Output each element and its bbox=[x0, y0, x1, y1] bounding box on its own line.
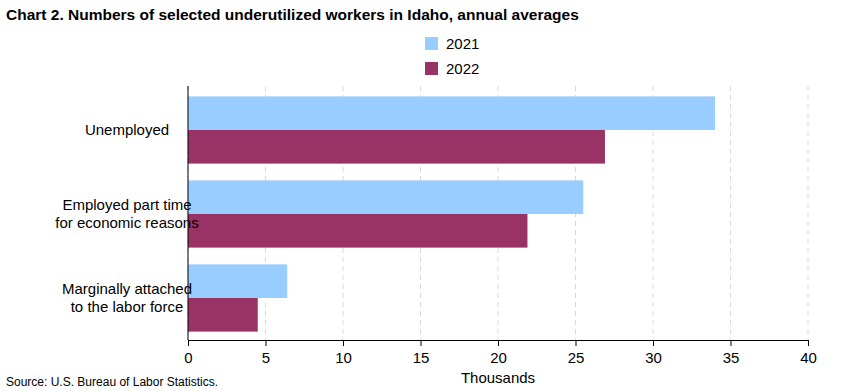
tick-label: 5 bbox=[262, 349, 270, 366]
chart: Chart 2. Numbers of selected underutiliz… bbox=[0, 0, 841, 391]
tick: 15 bbox=[413, 340, 430, 366]
tick: 30 bbox=[645, 340, 662, 366]
source: Source: U.S. Bureau of Labor Statistics. bbox=[6, 375, 218, 389]
tick: 20 bbox=[490, 340, 507, 366]
tick-label: 15 bbox=[413, 349, 430, 366]
tick-label: 10 bbox=[335, 349, 352, 366]
tick: 25 bbox=[568, 340, 585, 366]
tick-mark bbox=[731, 340, 732, 346]
grid bbox=[188, 86, 808, 340]
grid-line bbox=[730, 86, 731, 340]
bar bbox=[188, 130, 605, 164]
tick-mark bbox=[498, 340, 499, 346]
bar bbox=[188, 264, 287, 298]
tick-mark bbox=[576, 340, 577, 346]
title: Chart 2. Numbers of selected underutiliz… bbox=[6, 6, 579, 23]
legend: 2021 2022 bbox=[425, 35, 479, 77]
tick-label: 40 bbox=[800, 349, 817, 366]
grid-line bbox=[188, 86, 189, 340]
tick-mark bbox=[653, 340, 654, 346]
tick: 35 bbox=[723, 340, 740, 366]
tick-label: 20 bbox=[490, 349, 507, 366]
category-label: Marginally attachedto the labor force bbox=[62, 280, 192, 315]
tick-label: 25 bbox=[568, 349, 585, 366]
bar bbox=[188, 96, 715, 130]
category-label: Unemployed bbox=[85, 121, 169, 138]
category-label: Employed part timefor economic reasons bbox=[55, 196, 198, 231]
y-axis-line bbox=[188, 86, 189, 340]
tick-label: 0 bbox=[184, 349, 192, 366]
legend-label: 2022 bbox=[446, 60, 479, 77]
x-axis-title: Thousands bbox=[461, 369, 535, 386]
grid-line bbox=[808, 86, 809, 340]
bar bbox=[188, 298, 258, 332]
bar bbox=[188, 214, 527, 248]
tick-mark bbox=[421, 340, 422, 346]
tick-mark bbox=[343, 340, 344, 346]
x-axis: 0 5 10 15 20 25 30 35 40 bbox=[184, 340, 817, 366]
tick: 10 bbox=[335, 340, 352, 366]
tick-mark bbox=[808, 340, 809, 346]
bar bbox=[188, 180, 583, 214]
tick-label: 35 bbox=[723, 349, 740, 366]
tick-mark bbox=[266, 340, 267, 346]
tick: 40 bbox=[800, 340, 817, 366]
legend-swatch bbox=[425, 37, 438, 50]
tick: 0 bbox=[184, 340, 192, 366]
tick: 5 bbox=[262, 340, 270, 366]
bars bbox=[188, 96, 715, 331]
legend-label: 2021 bbox=[446, 35, 479, 52]
tick-label: 30 bbox=[645, 349, 662, 366]
legend-swatch bbox=[425, 62, 438, 75]
tick-mark bbox=[188, 340, 189, 346]
